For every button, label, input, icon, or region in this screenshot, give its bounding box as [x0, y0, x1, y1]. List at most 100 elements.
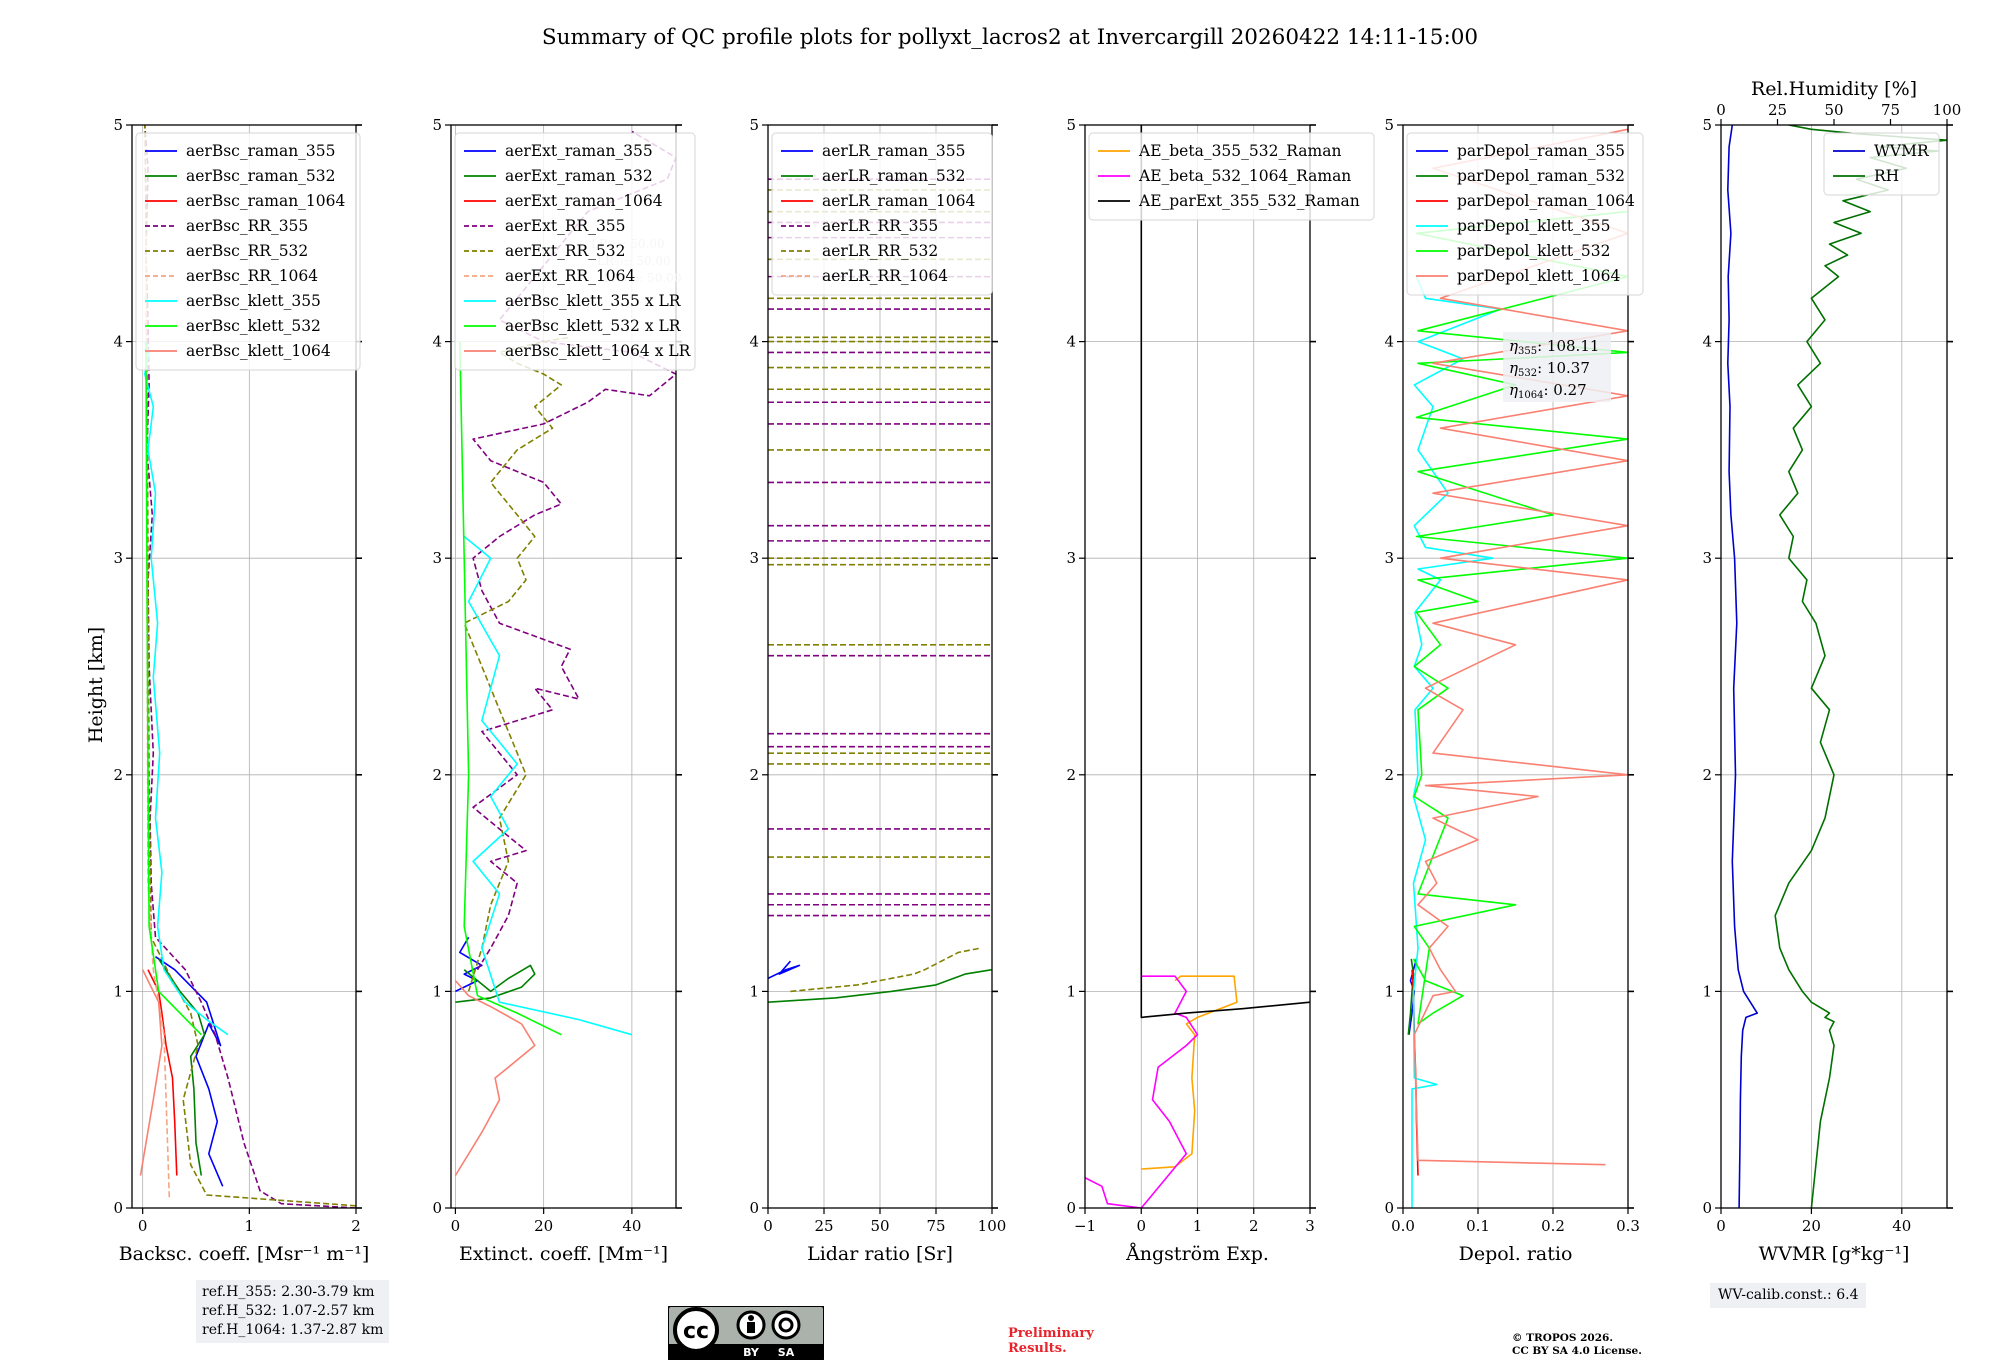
cc-mark: cc — [683, 1319, 709, 1344]
legend-entry-label: aerBsc_raman_355 — [186, 142, 336, 160]
top-x-tick-label: 50 — [1824, 101, 1843, 119]
series-aerbsc-klett-355 — [144, 341, 229, 1036]
series-aerbsc-klett-532 — [145, 341, 202, 1036]
y-tick-label: 3 — [432, 549, 442, 567]
x-axis-label: Extinct. coeff. [Mm⁻¹] — [459, 1243, 668, 1265]
x-tick-label: 0.0 — [1391, 1217, 1415, 1235]
eta-box — [1503, 332, 1611, 402]
legend-entry-label: AE_beta_532_1064_Raman — [1138, 167, 1351, 185]
series-ae-beta-355-532-raman — [1141, 975, 1238, 1170]
y-tick-label: 0 — [432, 1199, 442, 1217]
legend-entry-label: aerExt_raman_355 — [505, 142, 653, 160]
preliminary-note: Preliminary Results. — [1008, 1326, 1094, 1356]
series-aerlr-raman-532 — [768, 968, 992, 1003]
y-tick-label: 2 — [749, 766, 759, 784]
legend-entry-label: aerBsc_raman_1064 — [186, 192, 346, 210]
axes-frame — [450, 124, 677, 1209]
axes-frame — [131, 124, 357, 1209]
series-ae-beta-532-1064-raman — [1085, 975, 1199, 1208]
legend-frame — [1823, 132, 1940, 196]
legend-entry-label: aerLR_raman_355 — [822, 142, 965, 160]
x-axis-label: Lidar ratio [Sr] — [807, 1243, 953, 1265]
x-tick-label: 50 — [870, 1217, 889, 1235]
series-rh — [1774, 125, 1947, 1208]
y-tick-label: 3 — [113, 549, 123, 567]
legend-entry-label: parDepol_klett_532 — [1457, 242, 1610, 260]
y-tick-label: 1 — [113, 982, 123, 1000]
cc-license-badge: cc BY SA — [667, 1305, 825, 1361]
series-aerbsc-raman-532 — [158, 958, 206, 1176]
x-tick-label: 2 — [1249, 1217, 1259, 1235]
legend-extinction: aerExt_raman_355 aerExt_raman_532 aerExt_r… — [454, 132, 696, 371]
y-tick-label: 4 — [432, 333, 442, 351]
series-aerbsc-klett-1064-x-lr — [454, 980, 536, 1176]
wv-calib-box: WV-calib.const.: 6.4 — [1710, 1283, 1867, 1308]
preliminary-line-2: Results. — [1008, 1341, 1067, 1356]
x-tick-label: 2 — [351, 1217, 361, 1235]
series-aerlr-rr-532 — [790, 947, 981, 993]
x-tick-label: 0 — [451, 1217, 461, 1235]
x-tick-label: 1 — [1193, 1217, 1203, 1235]
preliminary-line-1: Preliminary — [1008, 1326, 1094, 1341]
eta-value-355: η355: 108.11 — [1509, 337, 1599, 357]
plot-area-angstrom — [1085, 125, 1310, 1208]
legend-wvmr_rh: WVMR RH — [1823, 132, 1940, 196]
legend-entry-label: AE_parExt_355_532_Raman — [1138, 192, 1360, 210]
figure-title: Summary of QC profile plots for pollyxt_… — [542, 25, 1478, 50]
chart-panel-backscatter: 0 1 2 0 1 2 3 4 5 Backsc. coeff. [Msr⁻¹ m⁻¹] aerBs… — [113, 116, 369, 1265]
legend-depol: parDepol_raman_355 parDepol_raman_532 parD… — [1406, 132, 1644, 296]
y-tick-label: 3 — [1066, 549, 1076, 567]
grid-angstrom — [1084, 124, 1311, 1209]
top-x-tick-label: 100 — [1933, 101, 1962, 119]
x-tick-label: 0.1 — [1466, 1217, 1490, 1235]
y-tick-label: 2 — [113, 766, 123, 784]
legend-entry-label: aerBsc_klett_532 x LR — [505, 317, 682, 335]
legend-entry-label: aerBsc_RR_355 — [186, 217, 308, 235]
sa-icon — [771, 1310, 801, 1340]
x-tick-label: 0.3 — [1616, 1217, 1640, 1235]
legend-entry-label: aerExt_RR_532 — [505, 242, 626, 260]
eta-value-532: η532: 10.37 — [1509, 359, 1590, 379]
y-tick-label: 5 — [1702, 116, 1712, 134]
legend-entry-label: aerExt_RR_1064 — [505, 267, 636, 285]
legend-entry-label: aerLR_raman_532 — [822, 167, 965, 185]
x-tick-label: 25 — [814, 1217, 833, 1235]
y-tick-label: 1 — [749, 982, 759, 1000]
copyright-line-1: © TROPOS 2026. — [1512, 1332, 1614, 1344]
sa-label: SA — [778, 1346, 795, 1359]
x-tick-label: 40 — [1892, 1217, 1911, 1235]
y-tick-label: 5 — [432, 116, 442, 134]
x-tick-label: 40 — [622, 1217, 641, 1235]
y-tick-label: 4 — [1702, 333, 1712, 351]
top-x-tick-label: 25 — [1768, 101, 1787, 119]
y-tick-label: 0 — [1384, 1199, 1394, 1217]
x-tick-label: 1 — [245, 1217, 255, 1235]
top-x-axis-label: Rel.Humidity [%] — [1751, 78, 1917, 100]
series-pardepol-klett-532 — [1412, 210, 1628, 1025]
y-tick-label: 3 — [749, 549, 759, 567]
ref-height-1064: ref.H_1064: 1.37-2.87 km — [202, 1322, 384, 1338]
x-axis-label: Ångström Exp. — [1125, 1243, 1269, 1265]
legend-entry-label: aerLR_RR_1064 — [822, 267, 948, 285]
legend-entry-label: parDepol_klett_1064 — [1457, 267, 1620, 285]
legend-entry-label: aerLR_RR_355 — [822, 217, 938, 235]
x-tick-label: 0.2 — [1541, 1217, 1565, 1235]
legend-frame — [135, 132, 361, 371]
y-tick-label: 5 — [749, 116, 759, 134]
legend-entry-label: aerBsc_klett_355 x LR — [505, 292, 682, 310]
ref-height-532: ref.H_532: 1.07-2.57 km — [202, 1303, 375, 1319]
series-pardepol-raman-532 — [1407, 958, 1415, 1035]
legend-entry-label: parDepol_klett_355 — [1457, 217, 1610, 235]
y-tick-label: 2 — [1066, 766, 1076, 784]
legend-entry-label: WVMR — [1874, 142, 1930, 160]
y-tick-label: 2 — [1702, 766, 1712, 784]
legend-entry-label: parDepol_raman_355 — [1457, 142, 1625, 160]
y-tick-label: 0 — [1066, 1199, 1076, 1217]
chart-panel-wvmr_rh: 0 20 40 0 1 2 3 4 5 WVMR [g*kg⁻¹] 0 25 50 75 100 Rel.Hu… — [1702, 78, 1961, 1265]
x-tick-label: 75 — [926, 1217, 945, 1235]
x-tick-label: 20 — [534, 1217, 553, 1235]
legend-entry-label: parDepol_raman_1064 — [1457, 192, 1635, 210]
